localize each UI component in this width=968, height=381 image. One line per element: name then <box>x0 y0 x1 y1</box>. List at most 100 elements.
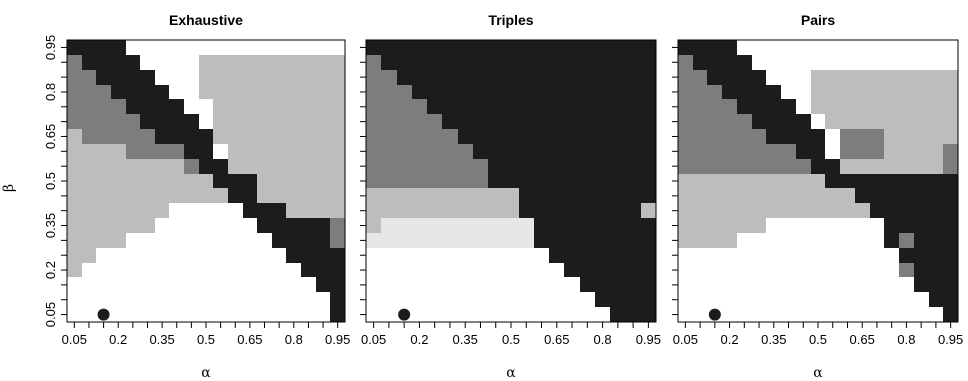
heatmap-cell <box>381 233 397 248</box>
heatmap-cell <box>473 70 488 85</box>
heatmap-cell <box>96 70 111 85</box>
heatmap-cell <box>272 114 286 129</box>
heatmap-cell <box>564 99 580 114</box>
heatmap-cell <box>126 144 140 159</box>
heatmap-cell <box>488 188 503 203</box>
heatmap-cell <box>184 85 199 99</box>
heatmap-cell <box>126 248 140 263</box>
heatmap-cell <box>155 292 169 307</box>
heatmap-cell <box>929 99 943 114</box>
heatmap-cell <box>519 55 534 70</box>
heatmap-cell <box>397 159 412 174</box>
heatmap-cell <box>595 55 610 70</box>
heatmap-cell <box>693 263 707 277</box>
heatmap-cell <box>184 277 199 292</box>
heatmap-cell <box>549 159 564 174</box>
heatmap-cell <box>184 174 199 188</box>
heatmap-cell <box>840 307 855 322</box>
heatmap-cell <box>519 263 534 277</box>
heatmap-cell <box>111 188 126 203</box>
heatmap-cell <box>96 129 111 144</box>
heatmap-cell <box>316 188 330 203</box>
heatmap-cell <box>722 248 737 263</box>
heatmap-cell <box>228 99 243 114</box>
heatmap-cell <box>519 144 534 159</box>
heatmap-cell <box>641 159 656 174</box>
heatmap-cell <box>412 174 427 188</box>
heatmap-cell <box>155 159 169 174</box>
heatmap-cell <box>316 233 330 248</box>
x-tick-label: 0.5 <box>502 332 520 347</box>
heatmap-cell <box>286 129 301 144</box>
heatmap-cell <box>796 144 811 159</box>
heatmap-cell <box>693 233 707 248</box>
heatmap-cell <box>213 40 228 55</box>
heatmap-cell <box>458 307 473 322</box>
heatmap-cell <box>155 203 169 218</box>
heatmap-cell <box>473 203 488 218</box>
heatmap-cell <box>427 144 442 159</box>
heatmap-cell <box>534 203 549 218</box>
heatmap-cell <box>67 40 82 55</box>
heatmap-cell <box>257 129 272 144</box>
heatmap-cell <box>184 248 199 263</box>
heatmap-cell <box>381 292 397 307</box>
heatmap-cell <box>610 188 625 203</box>
heatmap-cell <box>796 70 811 85</box>
heatmap-cell <box>140 174 155 188</box>
heatmap-cell <box>442 248 458 263</box>
heatmap-cell <box>316 263 330 277</box>
heatmap-cell <box>766 174 781 188</box>
heatmap-cell <box>737 307 752 322</box>
heatmap-cell <box>884 99 899 114</box>
heatmap-cell <box>722 99 737 114</box>
heatmap-cell <box>678 159 693 174</box>
heatmap-cell <box>943 292 958 307</box>
heatmap-cell <box>929 55 943 70</box>
heatmap-cell <box>580 292 595 307</box>
heatmap-cell <box>825 174 840 188</box>
heatmap-cell <box>140 188 155 203</box>
heatmap-cell <box>766 99 781 114</box>
heatmap-cell <box>899 144 914 159</box>
heatmap-cell <box>330 159 345 174</box>
heatmap-cell <box>427 174 442 188</box>
heatmap-cell <box>855 55 870 70</box>
heatmap-cell <box>257 218 272 233</box>
heatmap-cell <box>155 248 169 263</box>
heatmap-cell <box>943 85 958 99</box>
heatmap-cell <box>580 129 595 144</box>
heatmap-cell <box>855 40 870 55</box>
heatmap-cell <box>82 40 96 55</box>
heatmap-cell <box>442 263 458 277</box>
heatmap-cell <box>286 218 301 233</box>
heatmap-cell <box>272 55 286 70</box>
heatmap-cell <box>82 233 96 248</box>
heatmap-cell <box>155 40 169 55</box>
heatmap-cell <box>381 114 397 129</box>
heatmap-cell <box>140 129 155 144</box>
heatmap-cell <box>855 203 870 218</box>
heatmap-cell <box>67 99 82 114</box>
heatmap-cell <box>943 203 958 218</box>
heatmap-cell <box>213 55 228 70</box>
heatmap-cell <box>488 55 503 70</box>
heatmap-cell <box>330 40 345 55</box>
heatmap-cell <box>595 292 610 307</box>
heatmap-cell <box>564 263 580 277</box>
heatmap-cell <box>610 144 625 159</box>
x-tick-label: 0.2 <box>410 332 428 347</box>
heatmap-cell <box>427 263 442 277</box>
heatmap-cell <box>427 40 442 55</box>
heatmap-cell <box>564 129 580 144</box>
heatmap-cell <box>111 248 126 263</box>
heatmap-cell <box>316 99 330 114</box>
heatmap-cell <box>96 233 111 248</box>
heatmap-cell <box>381 263 397 277</box>
heatmap-cell <box>458 129 473 144</box>
heatmap-cell <box>473 144 488 159</box>
heatmap-cell <box>257 99 272 114</box>
heatmap-cell <box>678 277 693 292</box>
heatmap-cell <box>625 203 641 218</box>
x-tick-label: 0.95 <box>325 332 350 347</box>
